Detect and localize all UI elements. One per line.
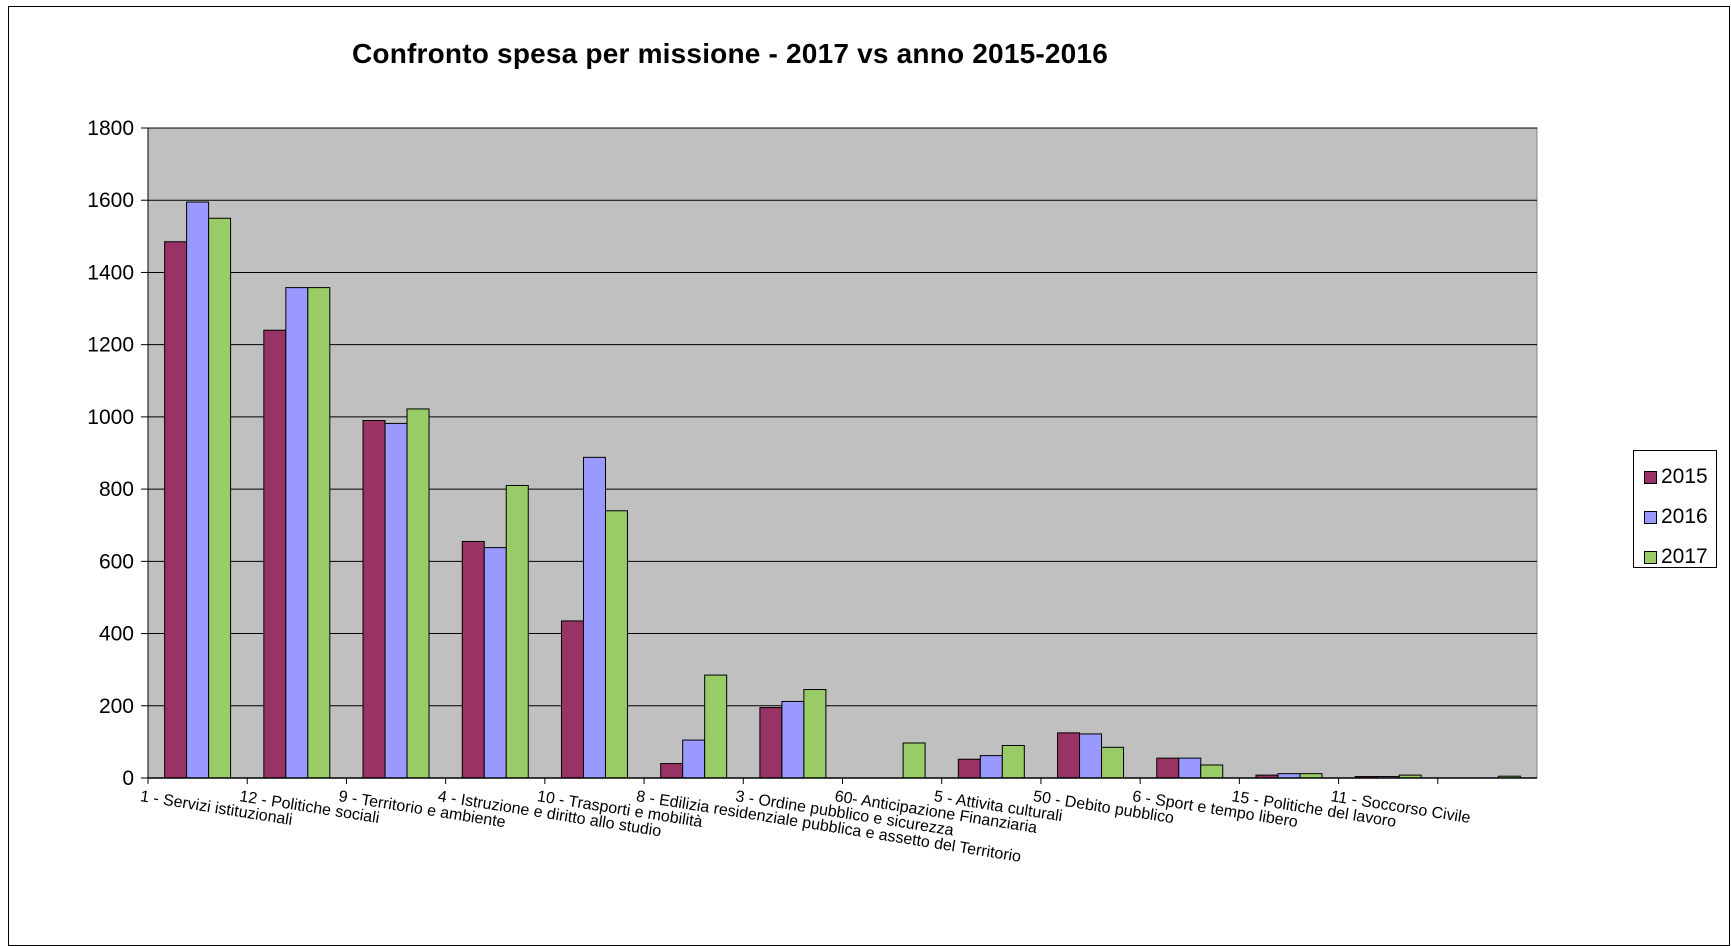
bar-2016-10 [1178, 757, 1202, 779]
bar-2017-7 [902, 742, 926, 779]
bar-2017-10 [1200, 764, 1224, 779]
plot-area [147, 127, 1538, 779]
legend-item-2015: 2015 [1644, 457, 1716, 497]
bar-2015-5 [660, 763, 684, 779]
y-tick-label: 1400 [87, 261, 134, 284]
legend-swatch-2015 [1644, 470, 1657, 484]
bars [164, 201, 1521, 779]
bar-2017-4 [604, 510, 628, 779]
y-tick-label: 1600 [87, 189, 134, 212]
bar-2016-6 [781, 700, 805, 779]
chart-title: Confronto spesa per missione - 2017 vs a… [351, 38, 1108, 69]
legend-swatch-2016 [1644, 510, 1657, 524]
bar-2017-6 [803, 689, 827, 779]
bar-2015-3 [461, 540, 485, 779]
bar-2016-2 [384, 422, 408, 779]
bar-2015-8 [957, 758, 981, 779]
legend-item-2017: 2017 [1644, 537, 1716, 577]
y-tick-label: 800 [99, 478, 134, 501]
bar-2016-8 [979, 755, 1003, 779]
y-tick-label: 1000 [87, 406, 134, 429]
legend-label-2017: 2017 [1661, 545, 1708, 568]
legend-label-2016: 2016 [1661, 505, 1708, 528]
bar-2015-2 [362, 420, 386, 779]
y-tick-label: 1800 [87, 117, 134, 140]
bar-2015-1 [263, 329, 287, 779]
y-tick-label: 600 [99, 550, 134, 573]
bar-2016-9 [1079, 733, 1103, 779]
y-tick-label: 400 [99, 623, 134, 646]
y-tick-label: 1200 [87, 334, 134, 357]
bar-2017-8 [1001, 745, 1025, 779]
bar-2017-0 [208, 217, 232, 779]
bar-2017-9 [1101, 746, 1125, 779]
legend-item-2016: 2016 [1644, 497, 1716, 537]
bar-2016-0 [186, 201, 210, 779]
bar-2016-5 [682, 739, 706, 779]
bar-2016-1 [285, 287, 309, 779]
bar-2015-9 [1057, 732, 1081, 779]
bar-2016-4 [582, 456, 606, 779]
legend-swatch-2017 [1644, 550, 1657, 564]
axes [141, 127, 1537, 784]
legend: 2015 2016 2017 [1633, 450, 1717, 568]
bar-2017-1 [307, 287, 331, 779]
y-tick-label: 0 [122, 767, 134, 790]
bar-2015-4 [560, 620, 584, 779]
bar-2015-0 [164, 241, 188, 779]
y-tick-label: 200 [99, 695, 134, 718]
bar-2017-3 [505, 485, 529, 779]
bar-2015-10 [1156, 757, 1180, 779]
bar-2017-5 [704, 674, 728, 779]
bar-2017-2 [406, 408, 430, 779]
bar-2016-3 [483, 547, 507, 779]
bar-2015-6 [759, 707, 783, 779]
legend-label-2015: 2015 [1661, 465, 1708, 488]
